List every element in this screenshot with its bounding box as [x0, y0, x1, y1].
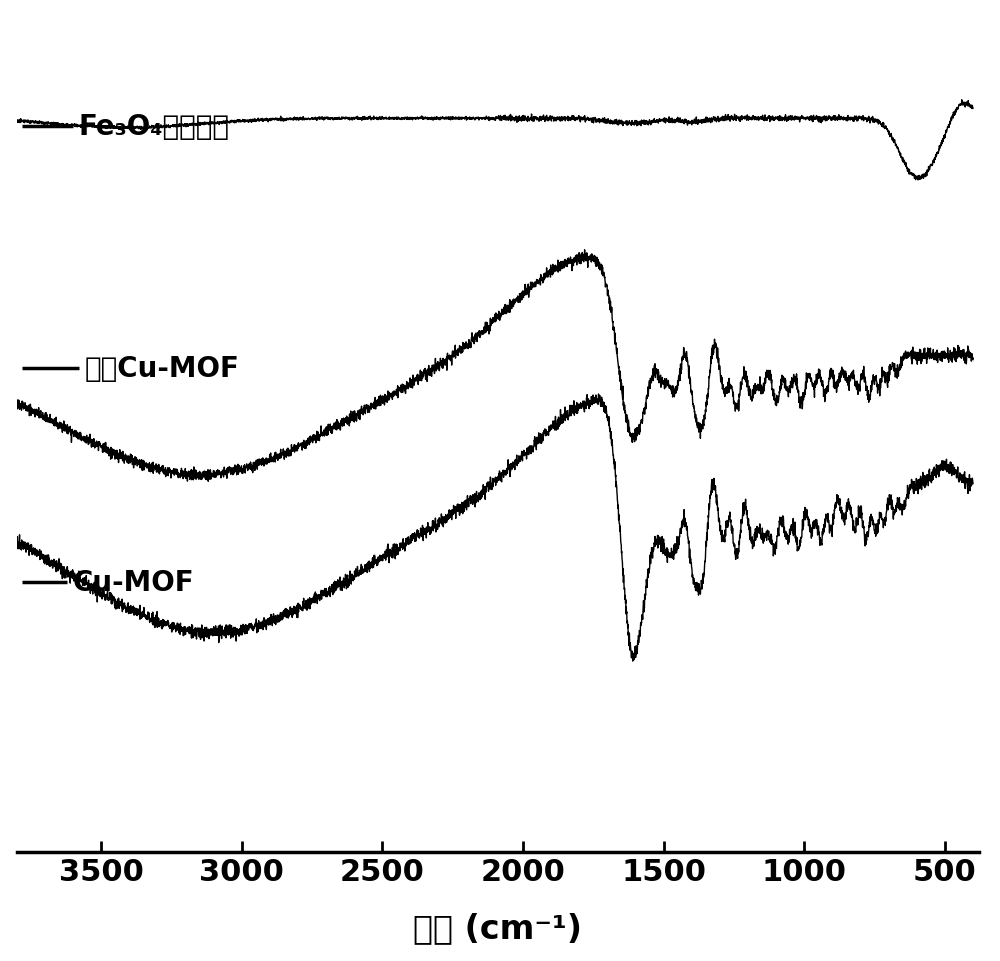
X-axis label: 波数 (cm⁻¹): 波数 (cm⁻¹): [413, 911, 582, 945]
Text: Fe₃O₄纳米粒子: Fe₃O₄纳米粒子: [79, 113, 230, 141]
Text: Cu-MOF: Cu-MOF: [73, 568, 195, 596]
Text: 磁性Cu-MOF: 磁性Cu-MOF: [84, 355, 239, 382]
